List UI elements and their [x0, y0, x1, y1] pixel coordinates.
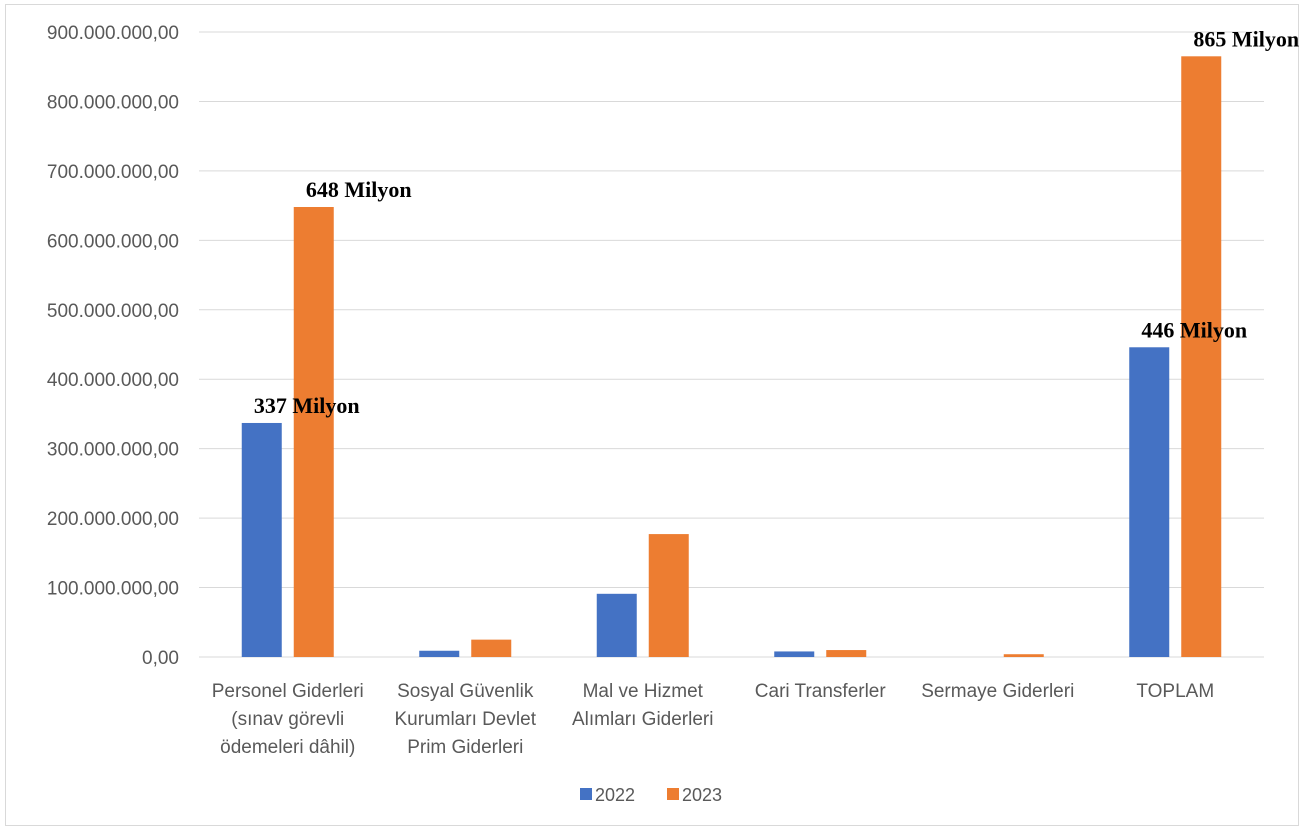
x-category-label: Alımları Giderleri — [572, 709, 713, 730]
legend-label: 2022 — [595, 785, 635, 805]
x-category-label: Mal ve Hizmet — [583, 681, 704, 702]
y-tick-label: 800.000.000,00 — [47, 92, 179, 113]
bar-2022 — [774, 651, 815, 657]
y-tick-label: 400.000.000,00 — [47, 370, 179, 391]
x-category-label: Kurumları Devlet — [395, 709, 537, 730]
bar-2023 — [471, 639, 512, 657]
bar-2022 — [596, 593, 637, 657]
y-tick-label: 100.000.000,00 — [47, 579, 179, 600]
bar-2023 — [648, 534, 689, 657]
bar-2022 — [1129, 347, 1170, 657]
x-category-label: Sermaye Giderleri — [921, 681, 1074, 702]
bar-2022 — [419, 650, 460, 657]
data-label: 446 Milyon — [1141, 317, 1247, 342]
chart-frame — [5, 4, 1299, 826]
x-category-label: Prim Giderleri — [407, 737, 523, 758]
x-category-label: Sosyal Güvenlik — [397, 681, 534, 702]
y-tick-label: 700.000.000,00 — [47, 162, 179, 183]
bar-2023 — [826, 650, 867, 657]
x-category-label: Personel Giderleri — [212, 681, 364, 702]
x-category-label: ödemeleri dâhil) — [220, 737, 355, 758]
bar-2023 — [1181, 56, 1222, 658]
x-category-label: (sınav görevli — [231, 709, 344, 730]
y-tick-label: 600.000.000,00 — [47, 231, 179, 252]
bar-2023 — [1003, 654, 1044, 657]
y-tick-label: 200.000.000,00 — [47, 509, 179, 530]
data-label: 648 Milyon — [306, 177, 412, 202]
legend-label: 2023 — [682, 785, 722, 805]
legend-swatch-2023 — [667, 788, 679, 800]
y-tick-label: 300.000.000,00 — [47, 440, 179, 461]
y-tick-label: 0,00 — [142, 648, 179, 669]
bar-2022 — [241, 422, 282, 657]
legend-swatch-2022 — [580, 788, 592, 800]
x-category-label: TOPLAM — [1136, 681, 1214, 702]
y-tick-label: 900.000.000,00 — [47, 23, 179, 44]
data-label: 865 Milyon — [1193, 26, 1299, 51]
x-category-label: Cari Transferler — [755, 681, 887, 702]
y-tick-label: 500.000.000,00 — [47, 301, 179, 322]
bar-2023 — [293, 207, 334, 657]
data-label: 337 Milyon — [254, 393, 360, 418]
